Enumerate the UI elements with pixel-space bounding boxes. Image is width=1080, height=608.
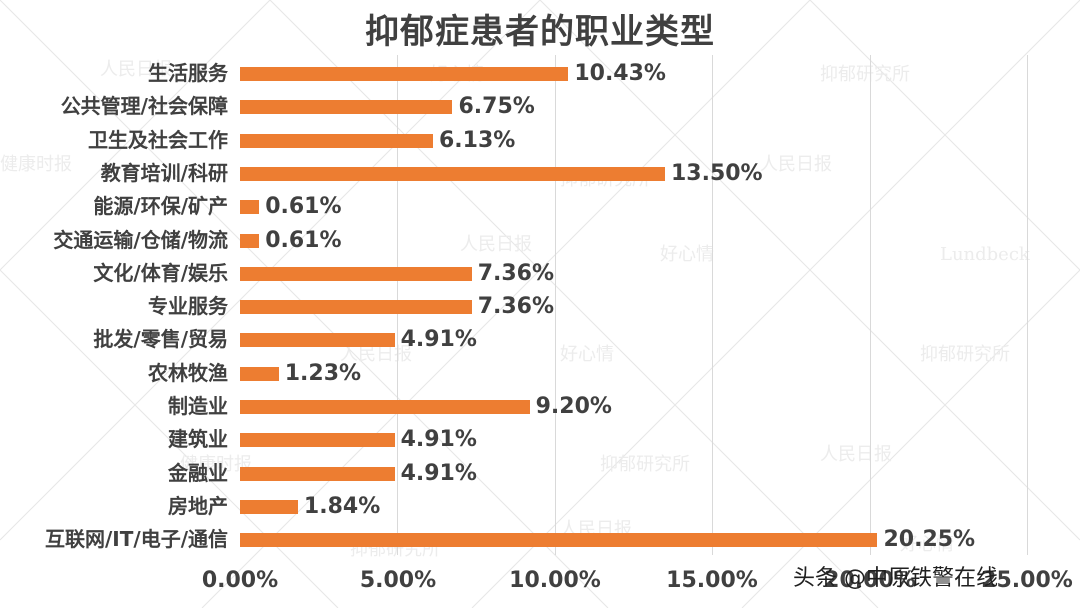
bar-row: 文化/体育/娱乐 7.36% (0, 257, 1080, 290)
category-label: 互联网/IT/电子/通信 (45, 527, 228, 552)
category-label: 生活服务 (148, 61, 228, 85)
category-label: 文化/体育/娱乐 (93, 260, 228, 285)
x-tick: 25.00% (981, 568, 1073, 593)
category-label: 教育培训/科研 (100, 160, 228, 185)
bar (240, 233, 260, 248)
bar (240, 133, 433, 148)
bar (240, 466, 395, 481)
value-label: 0.61% (265, 194, 342, 220)
value-label: 4.91% (400, 427, 477, 453)
category-label: 制造业 (168, 394, 228, 418)
value-label: 4.91% (400, 327, 477, 353)
category-label: 金融业 (168, 460, 228, 485)
value-label: 10.43% (574, 61, 666, 86)
x-tick: 0.00% (201, 568, 279, 593)
bar-row: 卫生及社会工作 6.13% (0, 124, 1080, 157)
bar (240, 200, 260, 215)
bar (240, 300, 472, 315)
bar-row: 生活服务 10.43% (0, 57, 1080, 90)
value-label: 9.20% (535, 394, 612, 419)
value-label: 7.36% (477, 260, 555, 286)
bar (240, 499, 298, 514)
bar-row: 互联网/IT/电子/通信 20.25% (0, 523, 1080, 556)
value-label: 7.36% (477, 294, 555, 320)
bar-row: 教育培训/科研 13.50% (0, 157, 1080, 190)
bar-row: 专业服务 7.36% (0, 290, 1080, 323)
source-credit: 头条 @中原铁警在线 (793, 566, 998, 591)
bar (240, 433, 395, 448)
x-tick: 5.00% (359, 568, 437, 593)
x-tick: 10.00% (509, 568, 601, 593)
bar-row: 能源/环保/矿产 0.61% (0, 190, 1080, 223)
gridline-10 (555, 55, 556, 555)
category-label: 批发/零售/贸易 (93, 327, 228, 352)
category-label: 农林牧渔 (148, 360, 228, 385)
gridline-20 (870, 55, 871, 555)
value-label: 4.91% (400, 460, 477, 486)
bar (240, 400, 530, 414)
bar-row: 金融业 4.91% (0, 457, 1080, 490)
value-label: 20.25% (883, 527, 976, 553)
category-label: 建筑业 (168, 427, 228, 452)
value-label: 6.75% (458, 94, 535, 120)
bar-row: 农林牧渔 1.23% (0, 357, 1080, 390)
bar-row: 批发/零售/贸易 4.91% (0, 323, 1080, 356)
bar (240, 366, 279, 381)
bar-row: 交通运输/仓储/物流 0.61% (0, 224, 1080, 257)
value-label: 6.13% (438, 127, 516, 153)
category-label: 房地产 (168, 493, 228, 518)
category-label: 专业服务 (148, 294, 228, 319)
bar-row: 公共管理/社会保障 6.75% (0, 90, 1080, 123)
bar-row: 房地产 1.84% (0, 490, 1080, 523)
value-label: 0.61% (265, 227, 342, 253)
bar (240, 67, 569, 81)
value-label: 1.23% (284, 360, 362, 386)
x-tick: 15.00% (666, 568, 758, 593)
bar-row: 建筑业 4.91% (0, 423, 1080, 456)
category-label: 卫生及社会工作 (88, 127, 228, 152)
bar (240, 333, 395, 348)
gridline-15 (712, 55, 713, 555)
bar (240, 166, 665, 181)
category-label: 能源/环保/矿产 (93, 194, 228, 219)
chart-title: 抑郁症患者的职业类型 (365, 12, 715, 52)
category-label: 交通运输/仓储/物流 (53, 227, 228, 252)
value-label: 13.50% (670, 160, 763, 186)
bar (240, 100, 453, 115)
bar (240, 533, 878, 548)
value-label: 1.84% (303, 493, 381, 519)
gridline-25 (1027, 55, 1028, 555)
category-label: 公共管理/社会保障 (60, 94, 228, 119)
x-tick: 20.00% (824, 568, 916, 593)
bar (240, 266, 472, 281)
bar-row: 制造业 9.20% (0, 390, 1080, 423)
